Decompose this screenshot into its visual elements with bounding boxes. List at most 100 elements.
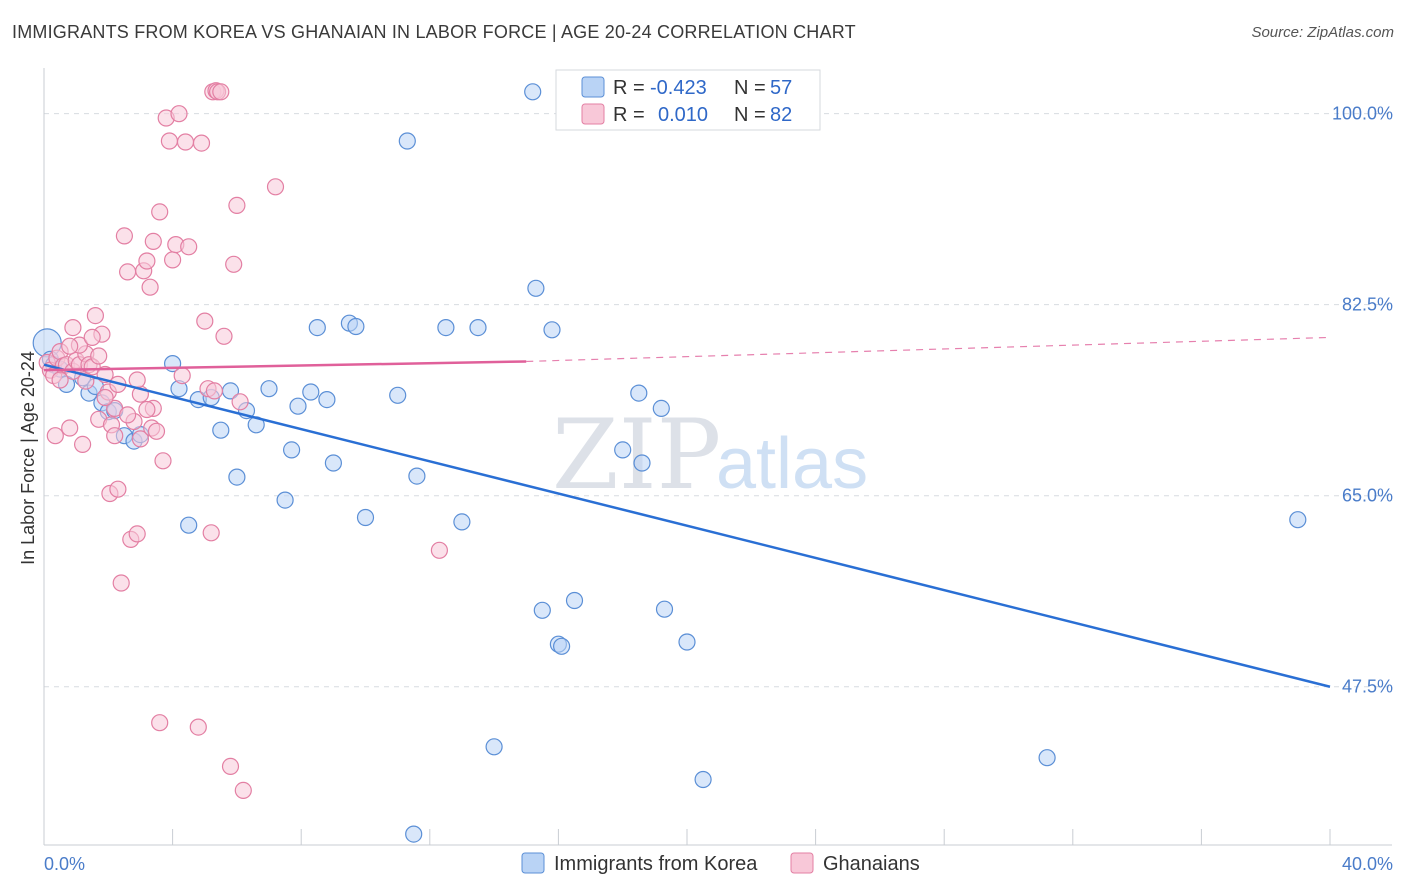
ghana-point-63 xyxy=(266,178,285,196)
ghana-point-61 xyxy=(231,393,249,411)
korea-point-40 xyxy=(469,319,487,337)
korea-point-29 xyxy=(318,391,336,409)
korea-point-36 xyxy=(398,132,416,150)
korea-point-42 xyxy=(405,825,423,843)
ghana-point-48 xyxy=(192,134,211,152)
korea-point-35 xyxy=(389,386,407,404)
ghana-point-44 xyxy=(170,105,188,123)
ghana-point-42 xyxy=(164,251,182,269)
korea-point-28 xyxy=(302,383,320,401)
y-axis-label: In Labor Force | Age 20-24 xyxy=(18,351,38,565)
ghana-point-36 xyxy=(144,232,162,250)
korea-point-52 xyxy=(633,454,651,472)
ghana-point-57 xyxy=(215,327,233,345)
ghana-point-34 xyxy=(141,278,159,296)
y-tick-labels: 100.0% 82.5% 65.0% 47.5% xyxy=(1332,104,1393,697)
ghana-point-31 xyxy=(131,430,149,448)
ghana-point-26 xyxy=(115,227,134,245)
ghana-point-8 xyxy=(61,419,79,437)
ghana-point-24 xyxy=(109,480,127,498)
ghana-point-75 xyxy=(96,388,114,407)
legend-ghana-n-value: 82 xyxy=(770,104,792,126)
korea-point-49 xyxy=(565,591,584,610)
ghana-point-78 xyxy=(51,371,69,389)
ghana-trend-line xyxy=(43,360,527,372)
y-tick-label-1: 82.5% xyxy=(1342,295,1393,315)
x-tick-label-0: 0.0% xyxy=(44,854,85,874)
ghana-point-70 xyxy=(118,406,137,424)
korea-point-44 xyxy=(527,279,545,297)
korea-point-16 xyxy=(180,516,198,534)
ghana-point-62 xyxy=(234,781,252,800)
legend-bottom-korea-swatch xyxy=(521,852,545,874)
legend-top: R = -0.423 N = 57 R = 0.010 N = 82 xyxy=(555,69,821,131)
ghana-point-30 xyxy=(128,525,146,543)
korea-point-54 xyxy=(655,600,674,618)
x-tick-labels: 0.0% 40.0% xyxy=(44,854,1393,874)
korea-point-19 xyxy=(212,421,230,439)
axes xyxy=(43,68,1392,846)
ghana-point-39 xyxy=(154,452,172,470)
legend-korea-r-value: -0.423 xyxy=(650,77,707,99)
legend-ghana-r-value: 0.010 xyxy=(658,104,708,126)
korea-point-39 xyxy=(453,513,471,531)
legend-bottom-ghana-swatch xyxy=(790,852,814,874)
korea-point-56 xyxy=(694,770,712,789)
legend-korea-n-label: N = xyxy=(734,77,766,99)
korea-point-57 xyxy=(1038,749,1056,767)
ghana-point-53 xyxy=(205,382,223,400)
ghana-point-67 xyxy=(64,319,82,337)
ghana-point-59 xyxy=(225,255,243,273)
korea-point-48 xyxy=(552,637,571,655)
korea-point-37 xyxy=(408,467,426,485)
trend-lines xyxy=(43,336,1331,688)
y-tick-label-3: 47.5% xyxy=(1342,677,1393,697)
korea-point-51 xyxy=(630,384,648,402)
ghana-point-47 xyxy=(189,718,207,736)
korea-point-53 xyxy=(652,399,670,417)
korea-trend-line xyxy=(43,363,1331,688)
source-credit: Source: ZipAtlas.com xyxy=(1251,24,1394,41)
watermark: ZIP atlas xyxy=(552,399,868,511)
korea-point-24 xyxy=(260,380,278,398)
ghana-point-37 xyxy=(147,422,166,440)
legend-ghana-swatch xyxy=(581,103,605,125)
ghana-point-77 xyxy=(173,367,191,385)
legend-ghana-r-label: R = xyxy=(613,104,645,126)
legend-korea-r-label: R = xyxy=(613,77,645,99)
korea-point-21 xyxy=(228,468,246,486)
korea-point-27 xyxy=(289,397,307,415)
korea-point-25 xyxy=(276,491,294,509)
korea-point-26 xyxy=(283,441,301,459)
korea-point-33 xyxy=(347,317,365,336)
korea-point-50 xyxy=(614,441,632,459)
korea-point-55 xyxy=(678,633,696,651)
ghana-point-79 xyxy=(90,347,108,365)
ghana-point-65 xyxy=(151,714,169,732)
korea-point-34 xyxy=(356,508,375,527)
ghana-point-46 xyxy=(180,238,198,256)
ghana-point-16 xyxy=(86,307,105,325)
ghana-point-41 xyxy=(160,132,178,150)
ghana-point-74 xyxy=(61,337,79,355)
series-ghana-points xyxy=(38,82,448,800)
korea-point-38 xyxy=(437,319,455,337)
ghana-point-3 xyxy=(46,427,64,445)
watermark-atlas: atlas xyxy=(716,424,868,504)
korea-point-46 xyxy=(543,321,561,339)
ghana-point-60 xyxy=(228,196,246,214)
legend-korea-swatch xyxy=(581,76,605,98)
y-tick-label-2: 65.0% xyxy=(1342,486,1393,506)
ghana-point-27 xyxy=(118,263,137,281)
legend-bottom-ghana-label: Ghanaians xyxy=(823,853,920,875)
ghana-point-33 xyxy=(138,252,156,270)
ghana-point-64 xyxy=(430,541,448,559)
korea-point-45 xyxy=(533,601,551,619)
ghana-point-56 xyxy=(212,83,230,101)
ghana-point-49 xyxy=(196,312,214,330)
korea-point-30 xyxy=(308,319,326,337)
legend-korea-n-value: 57 xyxy=(770,77,792,99)
ghana-trend-line-dashed xyxy=(526,336,1331,363)
legend-bottom: Immigrants from Korea Ghanaians xyxy=(521,852,920,875)
ghana-point-38 xyxy=(151,203,169,221)
